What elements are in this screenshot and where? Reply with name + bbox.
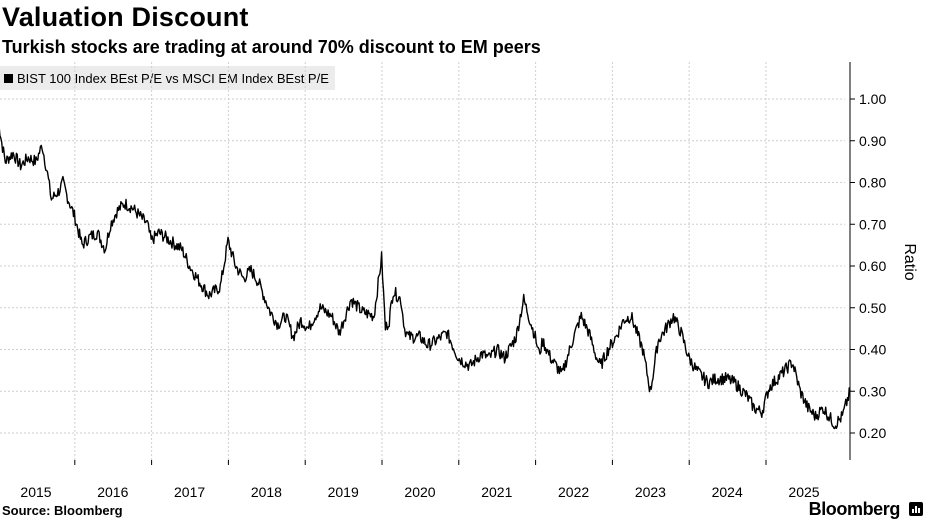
y-tick-label: 0.30 xyxy=(859,383,886,399)
x-tick-label: 2015 xyxy=(20,484,51,500)
y-tick-label: 0.40 xyxy=(859,342,886,358)
x-tick-label: 2025 xyxy=(788,484,819,500)
x-tick-label: 2021 xyxy=(481,484,512,500)
x-tick-label: 2019 xyxy=(328,484,359,500)
x-tick-label: 2018 xyxy=(251,484,282,500)
gridlines xyxy=(0,62,845,460)
y-tick-label: 0.90 xyxy=(859,133,886,149)
series-layer xyxy=(0,128,851,430)
chart-title: Valuation Discount xyxy=(2,2,249,32)
x-tick-label: 2022 xyxy=(558,484,589,500)
x-tick-label: 2020 xyxy=(404,484,435,500)
series-line-0 xyxy=(0,128,851,430)
y-tick-label: 0.70 xyxy=(859,216,886,232)
x-tick-label: 2016 xyxy=(97,484,128,500)
legend-swatch xyxy=(4,73,13,83)
y-tick-label: 0.80 xyxy=(859,175,886,191)
legend-label: BIST 100 Index BEst P/E vs MSCI EM Index… xyxy=(17,70,329,86)
y-axis-label: Ratio xyxy=(901,243,918,280)
y-tick-label: 0.60 xyxy=(859,258,886,274)
y-axis: 1.00 0.90 0.80 0.70 0.60 0.50 0.40 0.30 0.20 xyxy=(849,62,886,460)
x-tick-label: 2017 xyxy=(174,484,205,500)
bloomberg-logo-icon xyxy=(909,502,923,516)
x-tick-label: 2024 xyxy=(712,484,743,500)
brand-logo-text: Bloomberg xyxy=(808,499,901,519)
chart-subtitle: Turkish stocks are trading at around 70%… xyxy=(2,37,541,57)
y-tick-label: 1.00 xyxy=(859,91,886,107)
legend: BIST 100 Index BEst P/E vs MSCI EM Index… xyxy=(0,66,335,90)
x-axis: 2015 2016 2017 2018 2019 2020 2021 2022 2023 2024… xyxy=(20,460,820,500)
x-tick-label: 2023 xyxy=(635,484,666,500)
y-tick-label: 0.50 xyxy=(859,300,886,316)
source-note: Source: Bloomberg xyxy=(2,503,123,518)
y-tick-label: 0.20 xyxy=(859,425,886,441)
